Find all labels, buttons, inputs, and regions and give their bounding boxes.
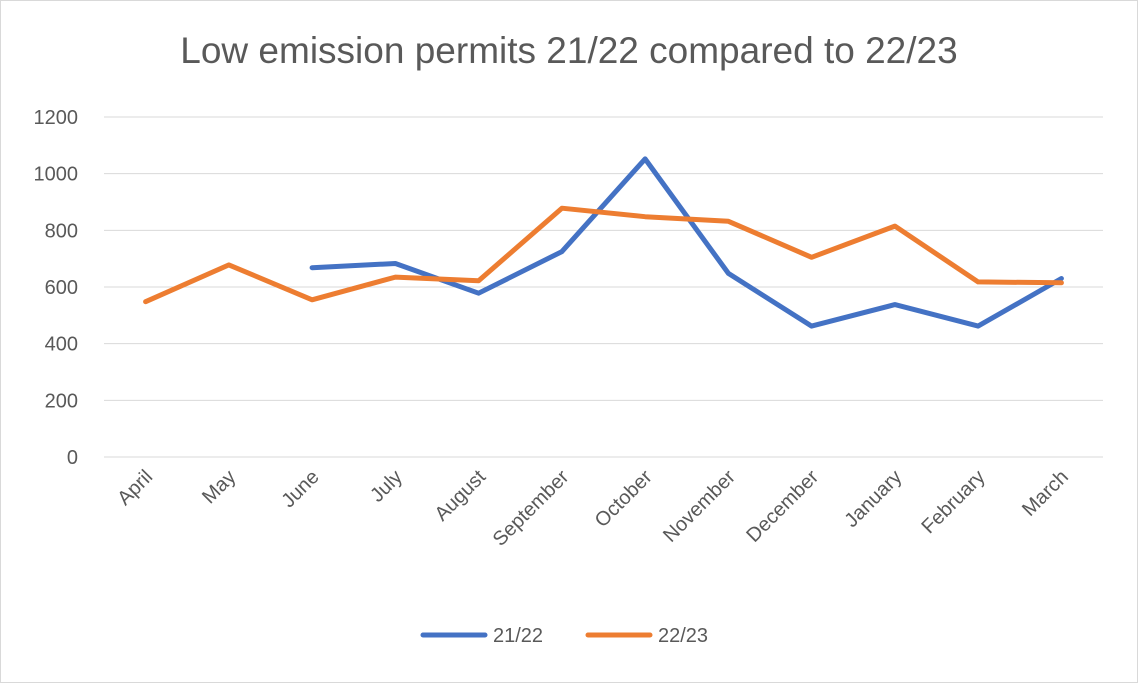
y-tick-label: 600 <box>45 277 78 299</box>
legend-label: 22/23 <box>658 625 708 647</box>
x-tick-label: January <box>841 466 907 532</box>
y-tick-label: 800 <box>45 220 78 242</box>
y-tick-label: 1000 <box>34 164 79 186</box>
series-lines <box>143 156 1064 329</box>
x-tick-label: February <box>918 466 990 538</box>
x-tick-label: September <box>489 466 574 551</box>
y-axis-ticks: 0 200 400 600 800 1000 1200 <box>34 107 79 469</box>
x-tick-label: December <box>742 466 823 547</box>
chart-title: Low emission permits 21/22 compared to 2… <box>180 30 958 71</box>
x-tick-label: April <box>113 466 157 510</box>
x-tick-label: March <box>1018 466 1073 521</box>
x-tick-label: July <box>366 466 407 507</box>
y-tick-label: 0 <box>67 447 78 469</box>
x-tick-label: November <box>659 466 740 547</box>
x-tick-label: August <box>431 466 491 526</box>
x-tick-label: October <box>591 466 657 532</box>
series-line-0 <box>309 156 1064 329</box>
x-tick-label: May <box>198 466 240 508</box>
x-tick-label: June <box>277 466 323 512</box>
y-tick-label: 200 <box>45 390 78 412</box>
y-tick-label: 1200 <box>34 107 79 129</box>
legend-label: 21/22 <box>493 625 543 647</box>
series-line-1 <box>143 205 1064 305</box>
gridlines <box>104 116 1103 458</box>
y-tick-label: 400 <box>45 334 78 356</box>
legend: 21/22 22/23 <box>420 625 708 647</box>
